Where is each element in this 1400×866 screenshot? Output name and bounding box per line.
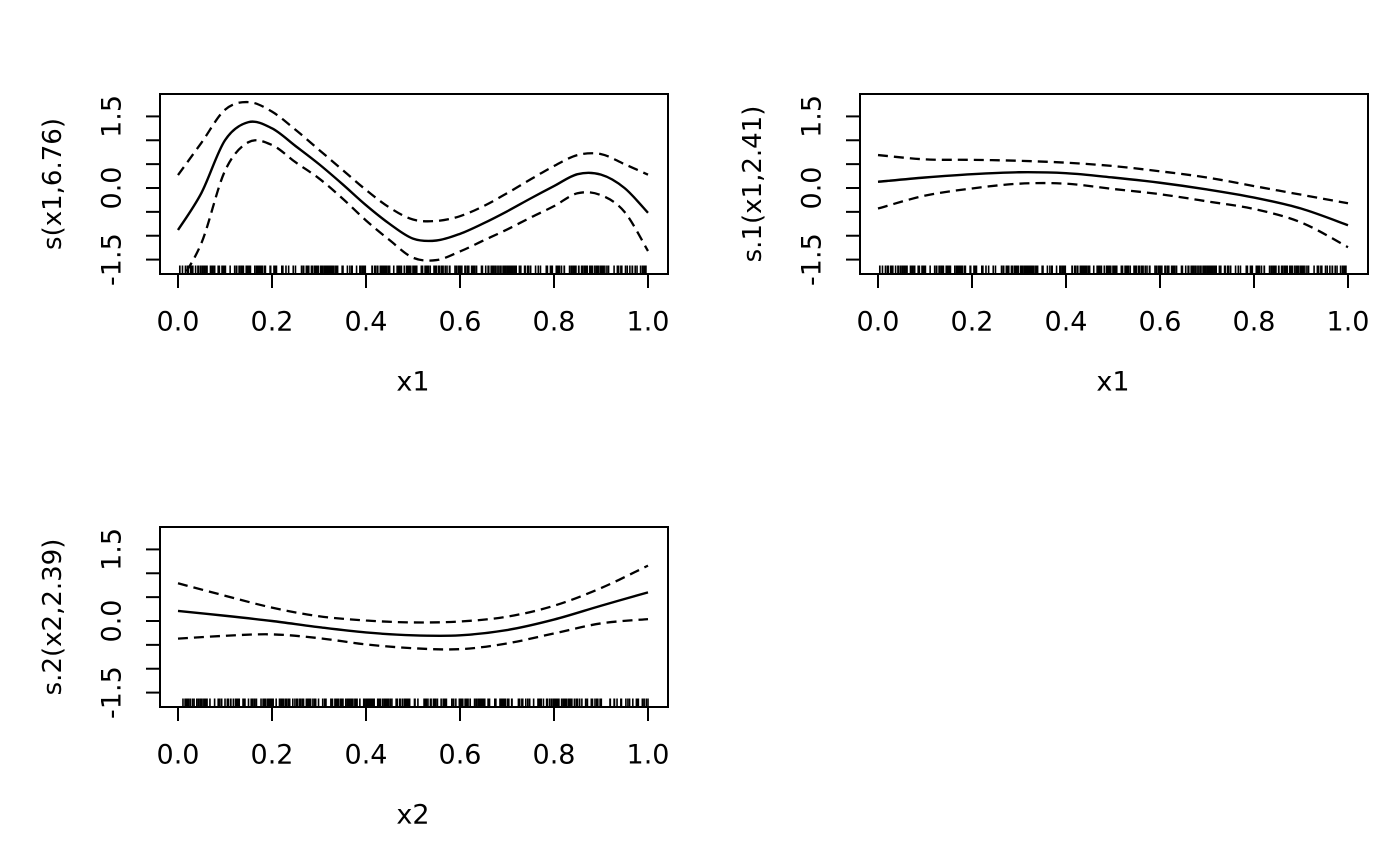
y-tick-label: 0.0 — [97, 600, 128, 643]
plot-box — [159, 526, 669, 708]
x-tick-label: 0.0 — [857, 307, 900, 338]
y-axis-title: s(x1,6.76) — [38, 118, 68, 250]
upper-ci-line — [177, 564, 649, 624]
x-tick-label: 0.4 — [345, 307, 388, 338]
x-tick-label: 0.8 — [1233, 307, 1276, 338]
smooth-estimate-line — [877, 171, 1349, 227]
panel-s1-x1: 0.0 0.2 0.4 0.6 0.8 1.0 -1.5 0.0 1.5 x1 s.1(x1,2.4… — [700, 0, 1400, 433]
x-tick-label: 1.0 — [627, 740, 670, 771]
y-axis-title: s.1(x1,2.41) — [738, 106, 768, 263]
x-tick-label: 0.6 — [439, 307, 482, 338]
y-tick-label: -1.5 — [97, 666, 128, 719]
lower-ci-line — [177, 617, 649, 651]
x-axis-title: x1 — [396, 367, 429, 398]
plot-svg-bottom-left: 0.0 0.2 0.4 0.6 0.8 1.0 -1.5 0.0 1.5 x2 s.2(x2,2.3… — [38, 526, 670, 831]
x-tick-label: 0.4 — [345, 740, 388, 771]
y-tick-label: 1.5 — [797, 95, 828, 138]
x-tick-label: 0.6 — [1139, 307, 1182, 338]
x-axis-title: x1 — [1096, 367, 1129, 398]
x-tick-label: 0.4 — [1045, 307, 1088, 338]
rug-marks — [182, 698, 649, 706]
smooth-estimate-line — [176, 120, 649, 243]
plot-svg-top-right: 0.0 0.2 0.4 0.6 0.8 1.0 -1.5 0.0 1.5 x1 s.1(x1,2.4… — [738, 93, 1370, 398]
x-tick-label: 1.0 — [627, 307, 670, 338]
y-tick-label: 1.5 — [97, 528, 128, 571]
x-tick-label: 0.8 — [533, 307, 576, 338]
empty-panel — [700, 433, 1400, 866]
x-tick-label: 0.2 — [951, 307, 994, 338]
y-tick-label: -1.5 — [97, 233, 128, 286]
y-tick-label: 0.0 — [797, 167, 828, 210]
x-tick-label: 0.0 — [157, 740, 200, 771]
y-axis-title: s.2(x2,2.39) — [38, 539, 68, 696]
smooth-estimate-line — [177, 591, 649, 638]
x-tick-label: 1.0 — [1327, 307, 1370, 338]
x-tick-label: 0.2 — [251, 307, 294, 338]
y-tick-label: -1.5 — [797, 233, 828, 286]
x-tick-label: 0.0 — [157, 307, 200, 338]
rug-marks — [878, 265, 1347, 273]
y-tick-label: 0.0 — [97, 167, 128, 210]
plot-box — [859, 93, 1369, 275]
plot-svg-top-left: 0.0 0.2 0.4 0.6 0.8 1.0 -1.5 0.0 1.5 x1 s(x1,6.76) — [38, 93, 670, 398]
panel-s2-x2: 0.0 0.2 0.4 0.6 0.8 1.0 -1.5 0.0 1.5 x2 s.2(x2,2.3… — [0, 433, 700, 866]
x-tick-label: 0.6 — [439, 740, 482, 771]
y-tick-label: 1.5 — [97, 95, 128, 138]
x-tick-label: 0.8 — [533, 740, 576, 771]
upper-ci-line — [177, 100, 649, 223]
x-axis-title: x2 — [396, 800, 429, 831]
plot-box — [159, 93, 669, 275]
panel-s-x1: 0.0 0.2 0.4 0.6 0.8 1.0 -1.5 0.0 1.5 x1 s(x1,6.76) — [0, 0, 700, 433]
lower-ci-line — [183, 139, 649, 274]
upper-ci-line — [877, 153, 1349, 205]
x-tick-label: 0.2 — [251, 740, 294, 771]
lower-ci-line — [877, 181, 1349, 249]
rug-marks — [178, 265, 647, 273]
